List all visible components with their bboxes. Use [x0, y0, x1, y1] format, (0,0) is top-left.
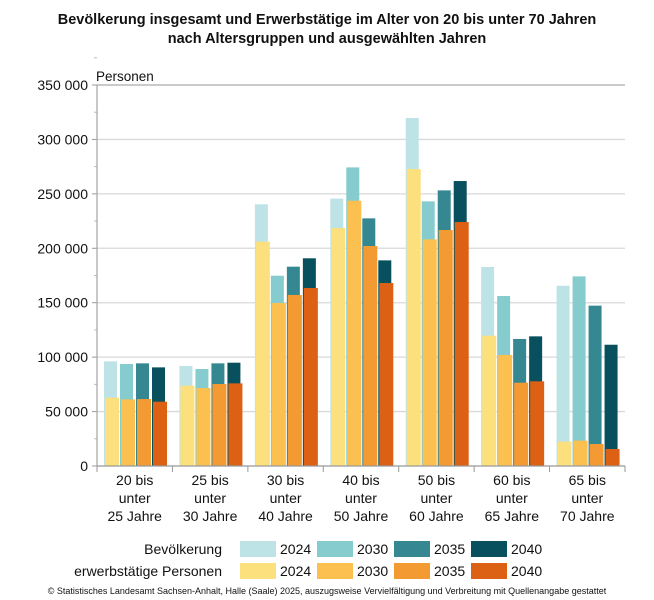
x-tick-label: 70 Jahre [560, 508, 615, 524]
y-tick-label: 150 000 [37, 295, 88, 311]
bar-bevoelkerung-2035 [588, 305, 602, 466]
y-tick-label: 100 000 [37, 349, 88, 365]
x-tick-label: 50 bis [418, 472, 455, 488]
bar-erwerbstaetige-2040 [228, 383, 243, 466]
y-axis-label: Personen [96, 69, 154, 84]
y-tick-label: 0 [80, 458, 88, 474]
y-tick-label: 250 000 [37, 186, 88, 202]
bar-erwerbstaetige-2040 [379, 283, 394, 466]
x-tick-label: unter [496, 490, 528, 506]
legend-label: 2024 [280, 563, 311, 579]
x-tick-label: 30 Jahre [183, 508, 238, 524]
legend-label: 2040 [511, 541, 542, 557]
bar-erwerbstaetige-2024 [105, 397, 119, 466]
x-tick-label: 40 Jahre [258, 508, 313, 524]
y-tick-label: 50 000 [45, 404, 88, 420]
bar-erwerbstaetige-2030 [196, 388, 211, 466]
bar-erwerbstaetige-2030 [347, 200, 362, 466]
legend-swatch-2030 [317, 541, 353, 557]
bar-erwerbstaetige-2030 [271, 303, 286, 466]
legend-swatch-2024 [240, 541, 276, 557]
x-tick-label: 65 bis [569, 472, 606, 488]
legend-swatch-2035 [394, 541, 430, 557]
legend-swatch-2035 [394, 563, 430, 579]
bar-erwerbstaetige-2024 [406, 169, 421, 466]
bar-erwerbstaetige-2040 [454, 222, 469, 466]
bar-erwerbstaetige-2035 [589, 444, 604, 466]
x-tick-label: unter [194, 490, 226, 506]
legend-label: 2030 [357, 563, 388, 579]
x-tick-label: 40 bis [342, 472, 379, 488]
legend-swatch-2030 [317, 563, 353, 579]
bar-erwerbstaetige-2040 [153, 401, 167, 466]
legend-label: 2035 [434, 563, 465, 579]
legend-label: 2024 [280, 541, 311, 557]
y-tick-label: 300 000 [37, 131, 88, 147]
legend-group-label: Bevölkerung [144, 541, 222, 557]
legend-swatch-2040 [471, 541, 507, 557]
chart-title-line-1: Bevölkerung insgesamt und Erwerbstätige … [57, 12, 597, 28]
bar-erwerbstaetige-2024 [255, 241, 270, 466]
bar-bevoelkerung-2040 [604, 344, 618, 466]
chart-title-line-2: nach Altersgruppen und ausgewählten Jahr… [167, 31, 487, 47]
bar-erwerbstaetige-2030 [121, 399, 135, 466]
y-tick-label: 350 000 [37, 77, 88, 93]
x-tick-label: unter [270, 490, 302, 506]
x-tick-label: 65 Jahre [485, 508, 540, 524]
bar-erwerbstaetige-2030 [498, 354, 513, 466]
x-tick-label: unter [119, 490, 151, 506]
legend-swatch-2024 [240, 563, 276, 579]
bar-erwerbstaetige-2030 [573, 440, 588, 466]
bar-erwerbstaetige-2024 [482, 335, 497, 466]
x-tick-label: 60 bis [493, 472, 530, 488]
x-tick-label: 30 bis [267, 472, 304, 488]
bar-erwerbstaetige-2040 [530, 381, 545, 466]
x-tick-label: unter [571, 490, 603, 506]
legend-swatch-2040 [471, 563, 507, 579]
bar-bevoelkerung-2030 [572, 276, 586, 466]
legend-group-label: erwerbstätige Personen [74, 563, 222, 579]
x-tick-label: unter [420, 490, 452, 506]
bar-bevoelkerung-2024 [556, 285, 570, 466]
x-tick-label: 25 Jahre [107, 508, 162, 524]
x-tick-label: unter [345, 490, 377, 506]
x-tick-label: 20 bis [116, 472, 153, 488]
x-tick-label: 50 Jahre [334, 508, 389, 524]
x-tick-label: 25 bis [191, 472, 228, 488]
bar-erwerbstaetige-2035 [287, 294, 302, 466]
bar-erwerbstaetige-2035 [212, 384, 227, 466]
bar-erwerbstaetige-2024 [180, 385, 195, 466]
bar-erwerbstaetige-2024 [557, 441, 572, 466]
bar-erwerbstaetige-2035 [363, 245, 378, 466]
y-tick-label: 200 000 [37, 240, 88, 256]
bar-erwerbstaetige-2035 [137, 399, 151, 466]
bar-erwerbstaetige-2035 [438, 229, 453, 466]
legend-label: 2035 [434, 541, 465, 557]
legend-label: 2030 [357, 541, 388, 557]
bar-erwerbstaetige-2035 [514, 382, 529, 466]
copyright-footer: © Statistisches Landesamt Sachsen-Anhalt… [47, 586, 607, 596]
x-tick-label: 60 Jahre [409, 508, 464, 524]
legend-label: 2040 [511, 563, 542, 579]
bar-erwerbstaetige-2030 [422, 239, 437, 466]
bar-erwerbstaetige-2040 [605, 449, 620, 466]
bar-erwerbstaetige-2040 [303, 288, 318, 466]
bar-erwerbstaetige-2024 [331, 228, 346, 466]
